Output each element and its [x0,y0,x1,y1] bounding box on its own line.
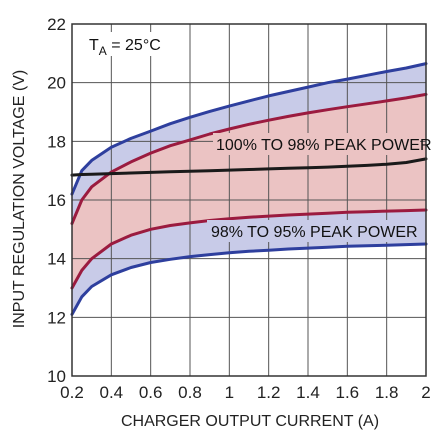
condition-label-value: = 25°C [107,37,161,54]
x-tick-label: 1.8 [375,383,399,402]
condition-label-symbol: T [89,37,99,54]
x-tick-labels: 0.2 0.4 0.6 0.8 1 1.2 1.4 1.6 1.8 2 [60,383,431,402]
y-tick-label: 16 [47,191,66,210]
annotation-2: 98% TO 95% PEAK POWER [211,224,418,241]
plot-border [71,23,427,377]
outer-upper-line [70,62,428,196]
x-axis-title: CHARGER OUTPUT CURRENT (A) [121,413,379,430]
y-tick-label: 20 [47,74,66,93]
condition-label-subscript: A [99,44,107,58]
x-tick-label: 1.2 [257,383,281,402]
x-tick-label: 1.6 [336,383,360,402]
annotation-1: 100% TO 98% PEAK POWER [216,137,432,154]
x-tick-label: 1 [225,383,234,402]
condition-label: TA = 25°C [89,37,161,58]
y-tick-label: 14 [47,250,66,269]
y-tick-label: 12 [47,308,66,327]
x-tick-label: 0.6 [139,383,163,402]
y-tick-label: 10 [47,367,66,386]
annotation-1-background [213,133,420,155]
outer-lower-line [70,242,428,316]
y-axis-title: INPUT REGULATION VOLTAGE (V) [11,70,28,328]
series-lines [70,62,428,316]
y-tick-label: 18 [47,132,66,151]
y-tick-label: 22 [47,15,66,34]
x-tick-label: 0.2 [60,383,84,402]
x-tick-label: 0.8 [178,383,202,402]
x-tick-label: 2 [421,383,430,402]
condition-label-background [84,32,170,56]
black-line [70,157,428,177]
x-tick-label: 1.4 [296,383,320,402]
x-tick-label: 0.4 [100,383,124,402]
inner-upper-line [70,92,428,225]
y-tick-labels: 10 12 14 16 18 20 22 [47,15,66,386]
inner-lower-line [70,208,428,290]
plot-frame [71,23,427,377]
annotation-2-background [207,220,413,242]
